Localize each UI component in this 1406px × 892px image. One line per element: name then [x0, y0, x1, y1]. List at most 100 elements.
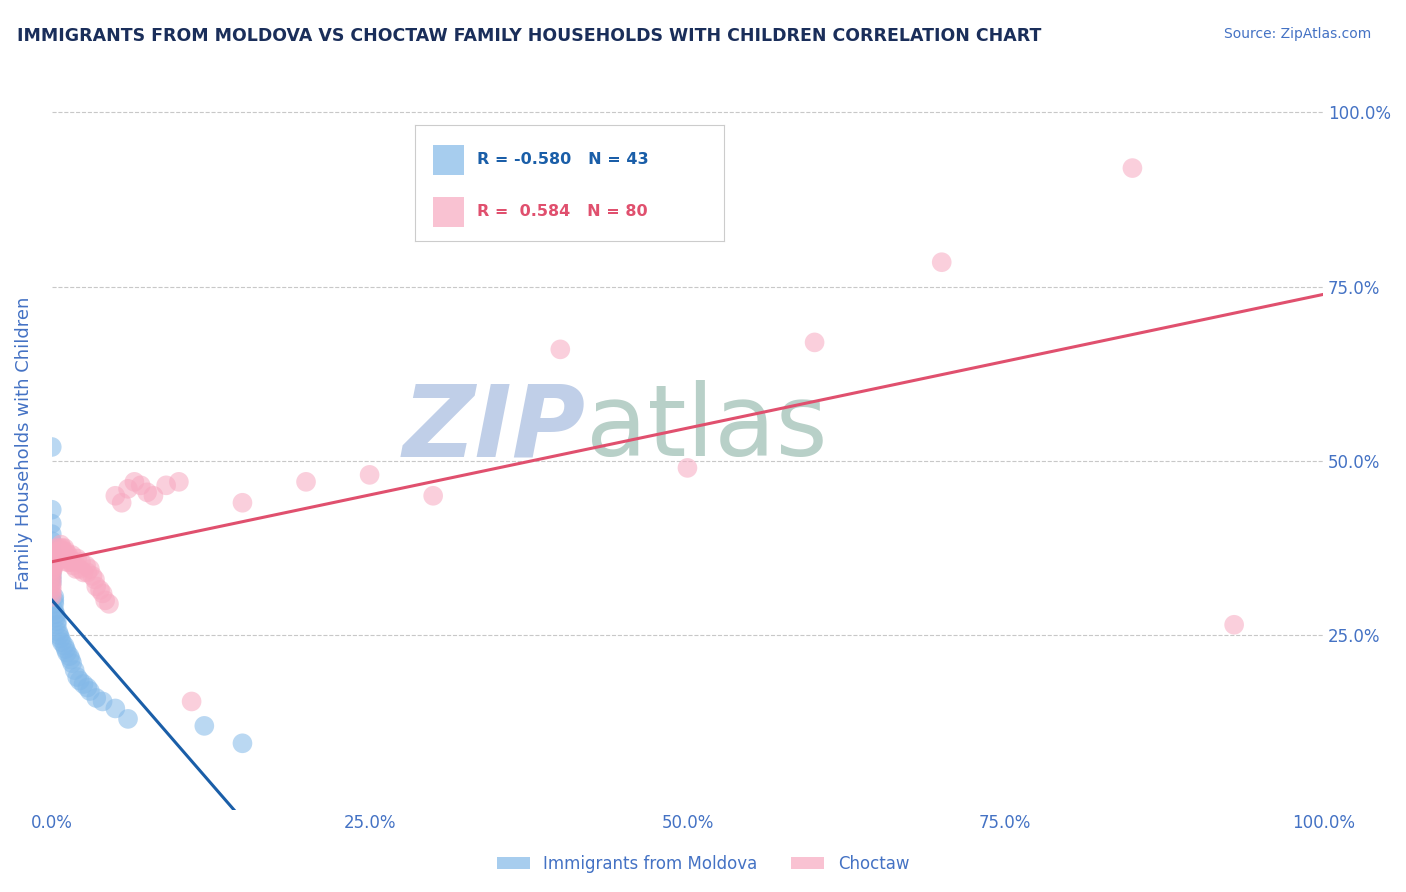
Text: R =  0.584   N = 80: R = 0.584 N = 80	[477, 204, 647, 219]
Point	[46, 624, 69, 639]
Point	[72, 677, 94, 691]
Point	[58, 649, 80, 664]
Point	[49, 544, 72, 558]
Bar	[433, 145, 464, 175]
Point	[51, 541, 73, 555]
Point	[72, 566, 94, 580]
Point	[45, 541, 67, 555]
Point	[44, 593, 66, 607]
Point	[48, 544, 70, 558]
Point	[45, 548, 67, 562]
Point	[44, 555, 66, 569]
Point	[42, 558, 65, 573]
Point	[41, 576, 63, 591]
Point	[45, 615, 67, 629]
Point	[58, 551, 80, 566]
Point	[45, 548, 67, 562]
Point	[52, 551, 75, 566]
Point	[45, 555, 67, 569]
Point	[60, 656, 83, 670]
Point	[49, 538, 72, 552]
Point	[75, 558, 97, 573]
Point	[41, 569, 63, 583]
Point	[84, 573, 107, 587]
Point	[48, 628, 70, 642]
Point	[41, 558, 63, 573]
Point	[45, 544, 67, 558]
Point	[84, 579, 107, 593]
Point	[931, 255, 953, 269]
Point	[422, 489, 444, 503]
Point	[41, 590, 63, 604]
Point	[42, 555, 65, 569]
Point	[52, 544, 75, 558]
Point	[41, 566, 63, 580]
Point	[44, 551, 66, 566]
Point	[91, 694, 114, 708]
Point	[142, 489, 165, 503]
Point	[42, 562, 65, 576]
Point	[155, 478, 177, 492]
Point	[41, 566, 63, 580]
Point	[46, 551, 69, 566]
Point	[48, 541, 70, 555]
Point	[41, 579, 63, 593]
Point	[41, 555, 63, 569]
Legend: Immigrants from Moldova, Choctaw: Immigrants from Moldova, Choctaw	[491, 848, 915, 880]
Point	[53, 548, 76, 562]
Point	[76, 566, 98, 580]
Point	[55, 642, 77, 657]
Point	[44, 590, 66, 604]
Point	[65, 562, 87, 576]
Point	[44, 597, 66, 611]
Point	[124, 475, 146, 489]
Point	[58, 555, 80, 569]
Point	[44, 558, 66, 573]
Point	[193, 719, 215, 733]
Point	[41, 562, 63, 576]
Point	[803, 335, 825, 350]
Point	[56, 551, 79, 566]
Point	[104, 701, 127, 715]
Point	[59, 555, 82, 569]
Y-axis label: Family Households with Children: Family Households with Children	[15, 297, 32, 591]
Point	[56, 555, 79, 569]
Point	[69, 673, 91, 688]
Point	[53, 541, 76, 555]
Point	[79, 684, 101, 698]
Point	[59, 652, 82, 666]
Point	[295, 475, 318, 489]
Point	[60, 548, 83, 562]
Point	[49, 632, 72, 646]
Point	[58, 548, 80, 562]
Text: Source: ZipAtlas.com: Source: ZipAtlas.com	[1223, 27, 1371, 41]
Point	[41, 440, 63, 454]
Point	[56, 646, 79, 660]
Point	[117, 712, 139, 726]
Point	[76, 681, 98, 695]
Text: IMMIGRANTS FROM MOLDOVA VS CHOCTAW FAMILY HOUSEHOLDS WITH CHILDREN CORRELATION C: IMMIGRANTS FROM MOLDOVA VS CHOCTAW FAMIL…	[17, 27, 1042, 45]
Point	[41, 562, 63, 576]
Point	[41, 569, 63, 583]
Text: ZIP: ZIP	[402, 380, 586, 477]
Bar	[433, 197, 464, 227]
Point	[62, 558, 84, 573]
Point	[89, 582, 111, 597]
Point	[41, 573, 63, 587]
Point	[79, 562, 101, 576]
Point	[63, 663, 86, 677]
Point	[41, 586, 63, 600]
Point	[70, 555, 93, 569]
Point	[84, 690, 107, 705]
Point	[45, 611, 67, 625]
Point	[63, 555, 86, 569]
Point	[41, 551, 63, 566]
Point	[111, 496, 134, 510]
Point	[41, 534, 63, 549]
Point	[231, 736, 253, 750]
Point	[129, 478, 152, 492]
Point	[91, 586, 114, 600]
Point	[69, 562, 91, 576]
Text: R = -0.580   N = 43: R = -0.580 N = 43	[477, 153, 648, 167]
Point	[231, 496, 253, 510]
